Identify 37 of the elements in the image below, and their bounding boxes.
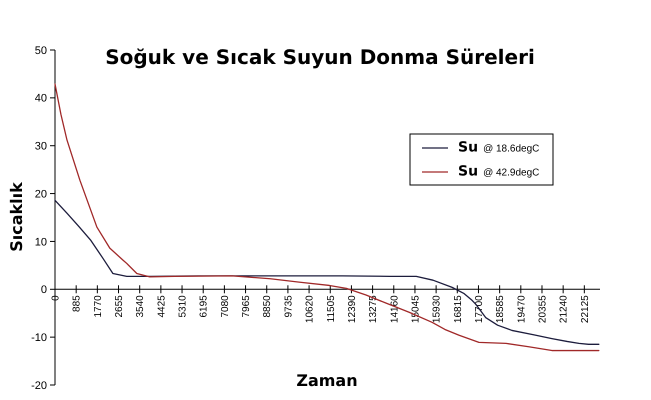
x-tick-label: 1770	[92, 294, 104, 318]
x-tick-label: 10620	[304, 294, 316, 324]
y-axis-title: Sıcaklık	[7, 182, 26, 252]
x-axis-title: Zaman	[296, 371, 358, 390]
y-tick-label: 10	[34, 236, 47, 248]
chart-title: Soğuk ve Sıcak Suyun Donma Süreleri	[105, 45, 535, 69]
y-tick-label: 40	[34, 92, 47, 105]
x-tick-label: 4425	[156, 294, 168, 318]
x-tick-label: 2655	[114, 294, 126, 318]
x-tick-label: 6195	[198, 294, 210, 318]
x-tick-label: 15045	[410, 294, 422, 324]
x-tick-label: 16815	[452, 294, 464, 324]
x-tick-label: 885	[72, 294, 83, 312]
x-tick-label: 20355	[537, 294, 548, 324]
x-tick-label: 12390	[346, 294, 358, 324]
x-tick-label: 9735	[283, 294, 294, 318]
x-tick-label: 19470	[516, 294, 528, 324]
x-tick-label: 22125	[580, 294, 591, 324]
x-tick-label: 13275	[368, 294, 380, 324]
y-tick-label: 0	[40, 284, 47, 296]
legend-label: Su @ 42.9degC	[458, 164, 540, 180]
x-tick-label: 7080	[220, 294, 231, 318]
x-tick-label: 5310	[178, 294, 189, 318]
x-tick-label: 18585	[495, 294, 506, 324]
y-tick-label: 30	[34, 140, 47, 153]
x-tick-label: 11505	[326, 294, 337, 322]
y-tick-label: -10	[31, 332, 47, 344]
x-tick-label: 3540	[135, 294, 146, 318]
x-tick-label: 7965	[241, 294, 252, 318]
legend-label: Su @ 18.6degC	[458, 140, 540, 156]
y-tick-label: 20	[34, 188, 47, 200]
x-tick-label: 15930	[432, 294, 443, 324]
y-tick-label: 50	[34, 44, 47, 57]
x-tick-label: 8850	[262, 294, 274, 318]
x-tick-label: 21240	[558, 294, 570, 324]
x-tick-label: 14160	[389, 294, 400, 324]
y-tick-label: -20	[31, 380, 47, 392]
